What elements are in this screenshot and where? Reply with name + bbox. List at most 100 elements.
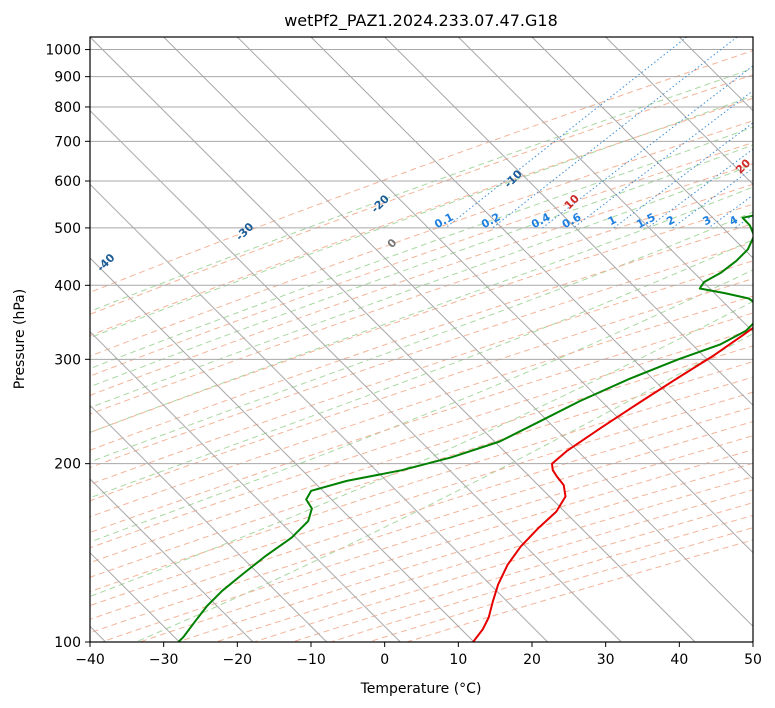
mixing-ratio-line: [572, 90, 753, 229]
dry-adiabat-line: [101, 435, 753, 642]
y-tick-label: 500: [54, 221, 81, 237]
moist-adiabat-line: [90, 95, 753, 339]
dry-adiabat-label: 20: [733, 156, 753, 176]
isotherms: [90, 37, 753, 642]
dry-adiabat-label: -10: [502, 167, 525, 190]
moist-adiabat-line: [90, 300, 753, 597]
dry-adiabat-line: [292, 502, 753, 642]
chart-title: wetPf2_PAZ1.2024.233.07.47.G18: [284, 11, 558, 31]
isotherm-line: [605, 37, 753, 186]
dry-adiabat-line: [90, 391, 753, 607]
dry-adiabat-label: -30: [233, 220, 256, 243]
dry-adiabat-line: [90, 183, 753, 415]
y-tick-label: 700: [54, 134, 81, 150]
isotherm-line: [531, 37, 753, 259]
isotherm-line: [384, 37, 753, 407]
moist-adiabat-line: [90, 164, 753, 409]
moist-adiabat-line: [90, 269, 753, 543]
pressure-gridlines: [90, 49, 753, 642]
x-tick-label: 20: [523, 652, 541, 668]
dry-adiabat-label: -20: [369, 192, 392, 215]
isotherm-line: [90, 404, 328, 642]
dry-adiabat-line: [177, 462, 753, 642]
mixing-ratio-label: 4: [727, 213, 740, 228]
dry-adiabat-line: [90, 50, 753, 293]
dry-adiabat-line: [90, 74, 753, 315]
dry-adiabat-label: -40: [94, 251, 117, 274]
y-axis-label: Pressure (hPa): [12, 289, 28, 389]
dry-adiabats: [90, 50, 753, 642]
dry-adiabat-line: [90, 361, 753, 578]
dry-adiabat-line: [90, 97, 753, 337]
dry-adiabat-line: [330, 514, 753, 642]
dewpoint-line: [177, 214, 753, 642]
x-tick-label: −30: [149, 652, 179, 668]
mixing-ratio-lines: [445, 37, 753, 229]
dry-adiabat-line: [90, 345, 753, 564]
x-axis-ticks: −40 −30 −20 −10 0 10 20 30 40 50: [75, 642, 762, 668]
y-tick-label: 400: [54, 278, 81, 294]
dry-adiabat-label: 0: [385, 236, 400, 251]
moist-adiabat-line: [90, 186, 753, 433]
mixing-ratio-label: 6: [766, 213, 775, 228]
dry-adiabat-line: [90, 260, 753, 485]
y-tick-label: 300: [54, 352, 81, 368]
temperature-line: [472, 326, 753, 642]
isotherm-line: [752, 37, 753, 38]
plot-area: 0.10.20.40.611.52346810131620253036-100-…: [90, 37, 775, 642]
dry-adiabat-line: [90, 142, 753, 377]
y-tick-label: 600: [54, 174, 81, 190]
isotherm-line: [90, 330, 401, 642]
isotherm-line: [90, 109, 622, 642]
mixing-ratio-line: [542, 65, 753, 229]
dry-adiabat-line: [90, 278, 753, 502]
dry-adiabat-line: [90, 223, 753, 451]
isotherm-line: [90, 37, 696, 642]
isotherm-line: [678, 37, 753, 112]
isotherm-line: [457, 37, 753, 333]
mixing-ratio-label: 2: [664, 213, 677, 228]
dry-adiabat-line: [90, 329, 753, 549]
y-axis-ticks: 100 200 300 400 500 600 700 800 900 1000: [45, 43, 90, 651]
isotherm-line: [90, 183, 549, 642]
y-tick-label: 900: [54, 70, 81, 86]
y-tick-label: 800: [54, 100, 81, 116]
dry-adiabat-line: [90, 312, 753, 533]
x-tick-label: −40: [75, 652, 105, 668]
moist-adiabat-line: [90, 211, 753, 463]
y-tick-label: 1000: [45, 43, 81, 59]
x-tick-label: 50: [744, 652, 762, 668]
x-tick-label: 40: [670, 652, 688, 668]
dry-adiabat-line: [90, 295, 753, 518]
isotherm-line: [90, 478, 254, 642]
sounding-series: [177, 214, 753, 642]
dry-adiabat-line: [90, 203, 753, 433]
isotherm-line: [310, 37, 753, 480]
x-axis-label: Temperature (°C): [360, 681, 482, 697]
isotherm-line: [163, 37, 753, 628]
mixing-ratio-line: [734, 214, 753, 229]
y-tick-label: 100: [54, 635, 81, 651]
x-tick-label: 0: [380, 652, 389, 668]
moist-adiabat-line: [90, 144, 753, 388]
dry-adiabat-line: [215, 476, 753, 642]
isotherm-line: [90, 257, 475, 642]
x-tick-label: −20: [223, 652, 253, 668]
y-tick-label: 200: [54, 457, 81, 473]
moist-adiabats: [90, 67, 753, 642]
x-tick-label: 30: [597, 652, 615, 668]
plot-frame: [89, 36, 754, 643]
isotherm-line: [236, 37, 753, 554]
moist-adiabat-line: [90, 67, 753, 312]
mixing-ratio-line: [672, 167, 753, 229]
dry-adiabat-line: [90, 241, 753, 469]
moist-adiabat-line: [90, 126, 753, 370]
mixing-ratio-line: [492, 37, 738, 229]
x-tick-label: −10: [296, 652, 326, 668]
dry-adiabat-line: [90, 120, 753, 357]
moist-adiabat-line: [90, 239, 753, 499]
x-tick-label: 10: [449, 652, 467, 668]
dry-adiabat-line: [90, 376, 753, 593]
dry-adiabat-line: [90, 163, 753, 396]
